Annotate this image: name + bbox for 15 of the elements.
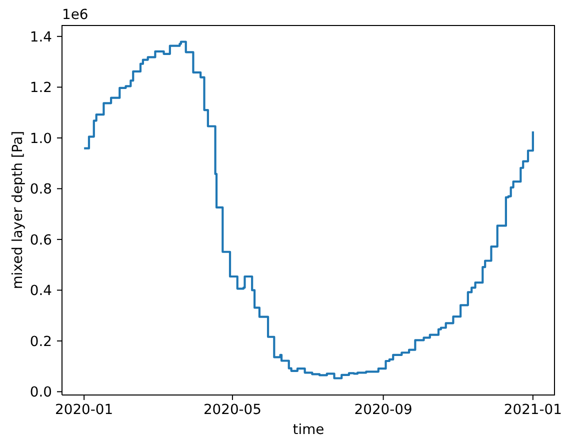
y-tick-label: 0.8 xyxy=(30,182,52,198)
y-tick-label: 0.0 xyxy=(30,384,52,401)
x-tick-label: 2021-01 xyxy=(504,402,562,418)
y-axis-title: mixed layer depth [Pa] xyxy=(10,130,26,290)
x-axis-title: time xyxy=(292,422,324,438)
y-tick-label: 1.0 xyxy=(30,130,52,147)
y-tick-label: 1.4 xyxy=(30,29,52,46)
y-tick-label: 0.2 xyxy=(30,334,52,350)
x-tick-label: 2020-09 xyxy=(354,402,412,418)
y-tick-label: 0.4 xyxy=(30,283,52,300)
text: 1e6 xyxy=(62,7,88,23)
y-tick-label: 0.6 xyxy=(30,232,52,248)
y-tick-label: 1.2 xyxy=(30,80,52,96)
x-tick-label: 2020-05 xyxy=(203,402,262,418)
x-tick-label: 2020-01 xyxy=(55,402,114,418)
